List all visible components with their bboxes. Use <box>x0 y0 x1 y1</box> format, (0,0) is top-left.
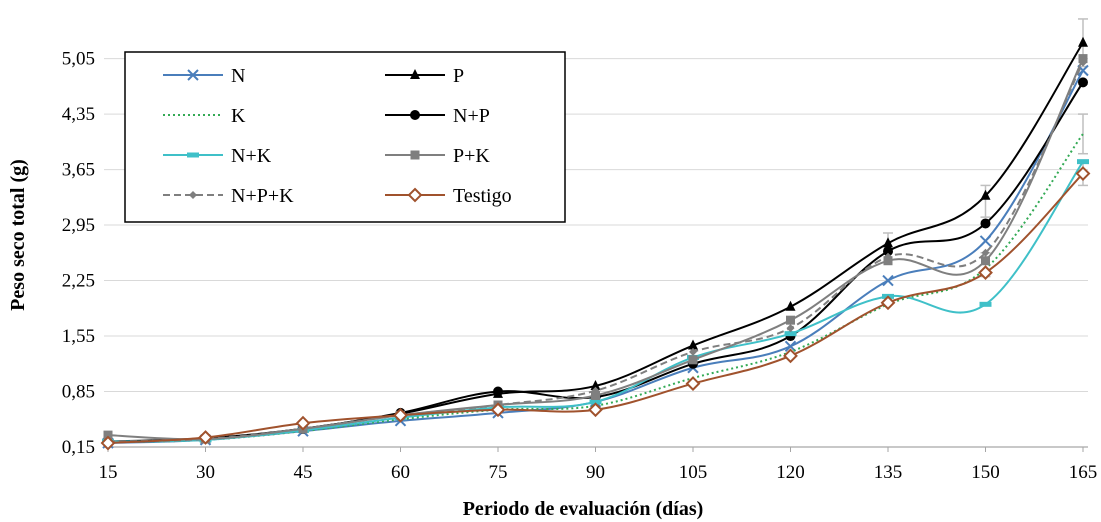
data-point <box>295 415 311 431</box>
data-point <box>786 315 795 325</box>
data-point <box>591 386 600 395</box>
legend-entry: N+P+K <box>163 185 294 207</box>
y-tick-label: 3,65 <box>62 160 95 181</box>
series-line <box>107 161 1084 443</box>
data-point <box>493 386 503 397</box>
y-axis-ticks: 0,15 0,85 1,55 2,25 2,95 3,65 4,35 5,05 <box>62 49 95 458</box>
data-point <box>1078 77 1088 88</box>
data-point <box>882 274 894 287</box>
data-point <box>1075 166 1091 181</box>
data-point <box>980 218 991 229</box>
data-point <box>979 301 992 307</box>
legend-entry: K <box>163 105 246 127</box>
legend-label: N+K <box>231 145 272 167</box>
data-point <box>784 331 797 337</box>
data-point <box>979 235 992 247</box>
data-point <box>884 252 892 261</box>
data-point <box>981 248 990 257</box>
legend-label: K <box>231 105 246 127</box>
legend: N P K N+P N+K P+K N+P+K Testigo <box>124 51 566 223</box>
data-point <box>883 237 893 248</box>
legend-box <box>124 51 566 223</box>
y-tick-label: 0,85 <box>62 382 95 403</box>
y-axis-title: Peso seco total (g) <box>7 159 29 311</box>
x-tick-label: 165 <box>1069 462 1098 483</box>
legend-entry: P+K <box>385 145 490 167</box>
data-point <box>785 300 796 311</box>
data-point <box>685 376 701 392</box>
data-point <box>689 347 697 356</box>
x-axis-title: Periodo de evaluación (días) <box>463 498 704 520</box>
x-tick-label: 105 <box>679 462 708 483</box>
x-tick-label: 120 <box>776 462 805 483</box>
x-tick-label: 60 <box>391 462 410 483</box>
data-point <box>588 402 603 418</box>
data-point <box>490 402 506 418</box>
x-tick-label: 15 <box>99 462 118 483</box>
y-tick-label: 2,25 <box>62 271 95 292</box>
x-tick-label: 75 <box>489 462 508 483</box>
legend-label: P <box>453 65 464 87</box>
data-point <box>883 246 893 257</box>
data-point <box>100 435 116 451</box>
series-line <box>107 62 1084 443</box>
data-point <box>981 256 990 266</box>
legend-entry: Testigo <box>385 185 512 207</box>
legend-entry: N <box>163 65 245 87</box>
y-tick-label: 1,55 <box>62 326 95 347</box>
x-tick-label: 90 <box>586 462 605 483</box>
data-point <box>393 407 408 423</box>
legend-entry: N+K <box>163 145 272 167</box>
x-tick-label: 30 <box>196 462 215 483</box>
data-point <box>783 348 798 364</box>
series-line <box>107 58 1084 441</box>
data-point <box>1077 159 1089 165</box>
data-point <box>688 355 698 365</box>
series-line <box>107 172 1084 445</box>
legend-label: Testigo <box>453 185 512 207</box>
data-point <box>880 295 896 311</box>
legend-label: N <box>231 65 245 87</box>
y-tick-label: 4,35 <box>62 104 95 125</box>
x-tick-label: 150 <box>971 462 1000 483</box>
data-point <box>590 379 601 390</box>
data-point <box>980 189 991 200</box>
error-bars <box>883 18 1088 278</box>
data-point <box>591 390 600 400</box>
legend-label: P+K <box>453 145 490 167</box>
y-tick-label: 2,95 <box>62 215 95 236</box>
legend-label: N+P <box>453 105 490 127</box>
x-axis-ticks: 15 30 45 60 75 90 105 120 135 150 165 <box>99 447 1098 483</box>
y-tick-label: 5,05 <box>62 49 95 70</box>
data-point <box>786 324 795 333</box>
data-point <box>198 430 213 445</box>
data-point <box>978 265 993 281</box>
data-point <box>103 430 113 440</box>
y-tick-label: 0,15 <box>62 437 95 458</box>
series-lines <box>100 36 1091 451</box>
legend-entry: N+P <box>385 105 490 127</box>
data-point <box>1078 36 1088 47</box>
legend-entry: P <box>385 65 464 87</box>
data-point <box>688 339 698 350</box>
data-point <box>1079 58 1087 67</box>
x-tick-label: 45 <box>294 462 313 483</box>
data-point <box>589 399 602 405</box>
series-testigo <box>100 166 1091 451</box>
legend-label: N+P+K <box>231 185 294 207</box>
error-bar <box>1078 113 1088 155</box>
x-tick-label: 135 <box>874 462 903 483</box>
